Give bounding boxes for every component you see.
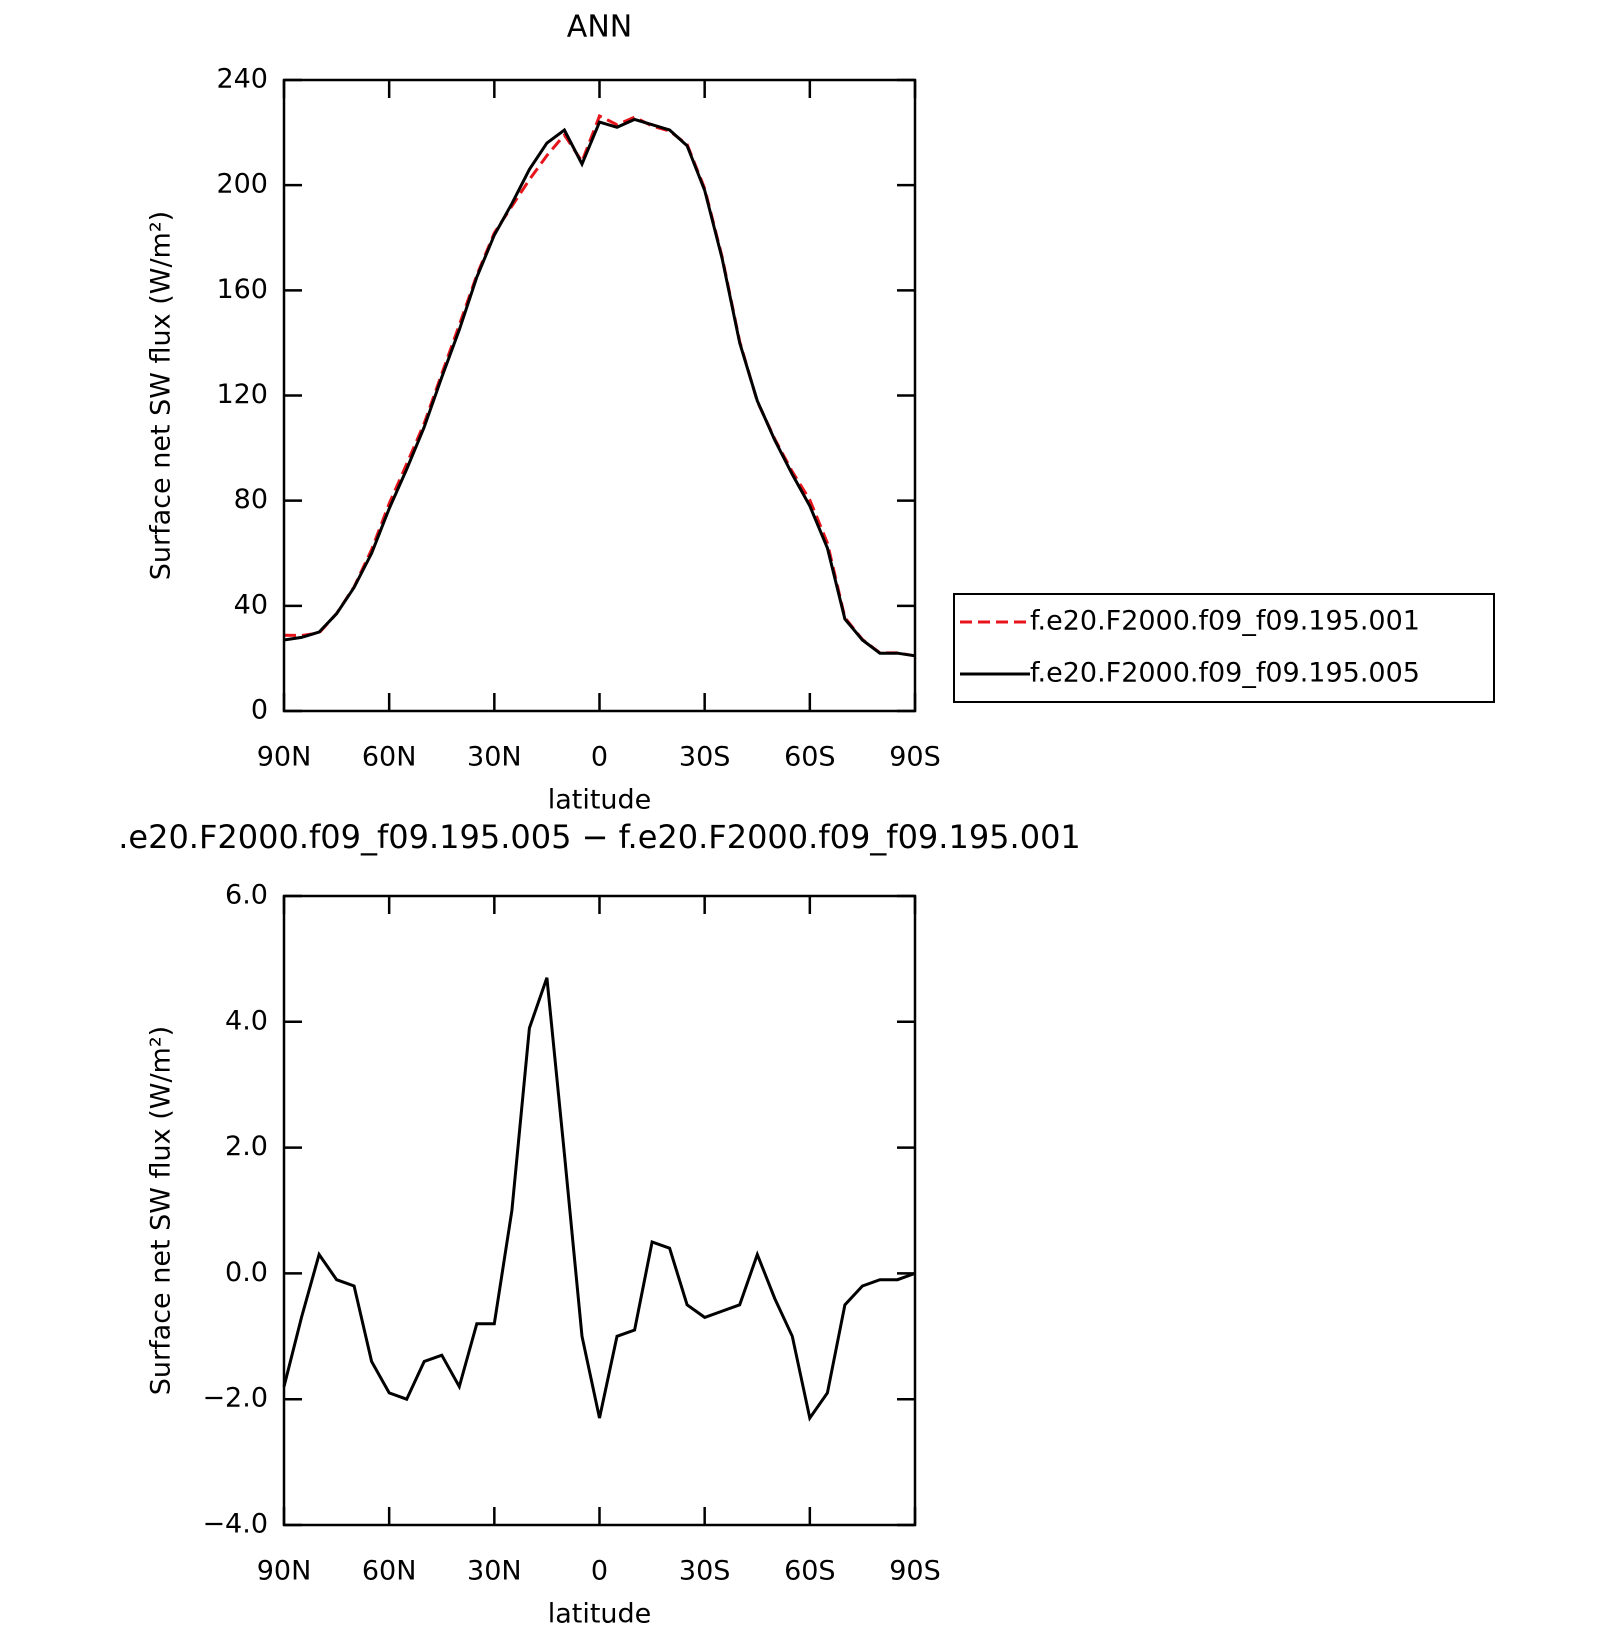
x-tick-label: 90N — [257, 742, 312, 773]
y-tick-label: 240 — [216, 64, 268, 95]
plot-frame — [282, 78, 917, 713]
y-tick-label: 0.0 — [225, 1257, 268, 1288]
legend-box — [953, 593, 1495, 703]
plot-frame — [282, 894, 917, 1527]
y-tick-label: 40 — [234, 589, 268, 620]
x-tick-label: 60N — [362, 1556, 417, 1587]
x-tick-label: 0 — [591, 1556, 608, 1587]
x-tick-label: 30N — [467, 742, 522, 773]
legend-label: f.e20.F2000.f09_f09.195.005 — [1030, 658, 1420, 689]
y-tick-label: 80 — [234, 484, 268, 515]
y-tick-label: 2.0 — [225, 1131, 268, 1162]
chart-title: .e20.F2000.f09_f09.195.005 − f.e20.F2000… — [118, 818, 1081, 856]
x-tick-label: 30N — [467, 1556, 522, 1587]
x-tick-label: 90N — [257, 1556, 312, 1587]
x-tick-label: 90S — [889, 1556, 941, 1587]
x-tick-label: 60N — [362, 742, 417, 773]
y-tick-label: 6.0 — [225, 880, 268, 911]
y-tick-label: 160 — [216, 274, 268, 305]
y-tick-label: 4.0 — [225, 1005, 268, 1036]
chart-title: ANN — [567, 10, 632, 45]
data-line — [283, 117, 916, 658]
legend-label: f.e20.F2000.f09_f09.195.001 — [1030, 606, 1420, 637]
x-tick-label: 0 — [591, 742, 608, 773]
x-tick-label: 30S — [679, 742, 731, 773]
y-tick-label: −4.0 — [202, 1509, 268, 1540]
x-tick-label: 60S — [784, 1556, 836, 1587]
x-axis-label: latitude — [548, 785, 652, 816]
y-axis-label: Surface net SW flux (W/m²) — [146, 211, 177, 580]
data-line — [283, 113, 916, 658]
x-tick-label: 30S — [679, 1556, 731, 1587]
x-tick-label: 60S — [784, 742, 836, 773]
y-tick-label: 200 — [216, 169, 268, 200]
y-tick-label: 120 — [216, 379, 268, 410]
y-tick-label: 0 — [251, 695, 268, 726]
x-tick-label: 90S — [889, 742, 941, 773]
data-line — [282, 977, 916, 1422]
y-tick-label: −2.0 — [202, 1383, 268, 1414]
y-axis-label: Surface net SW flux (W/m²) — [146, 1026, 177, 1395]
x-axis-label: latitude — [548, 1599, 652, 1630]
